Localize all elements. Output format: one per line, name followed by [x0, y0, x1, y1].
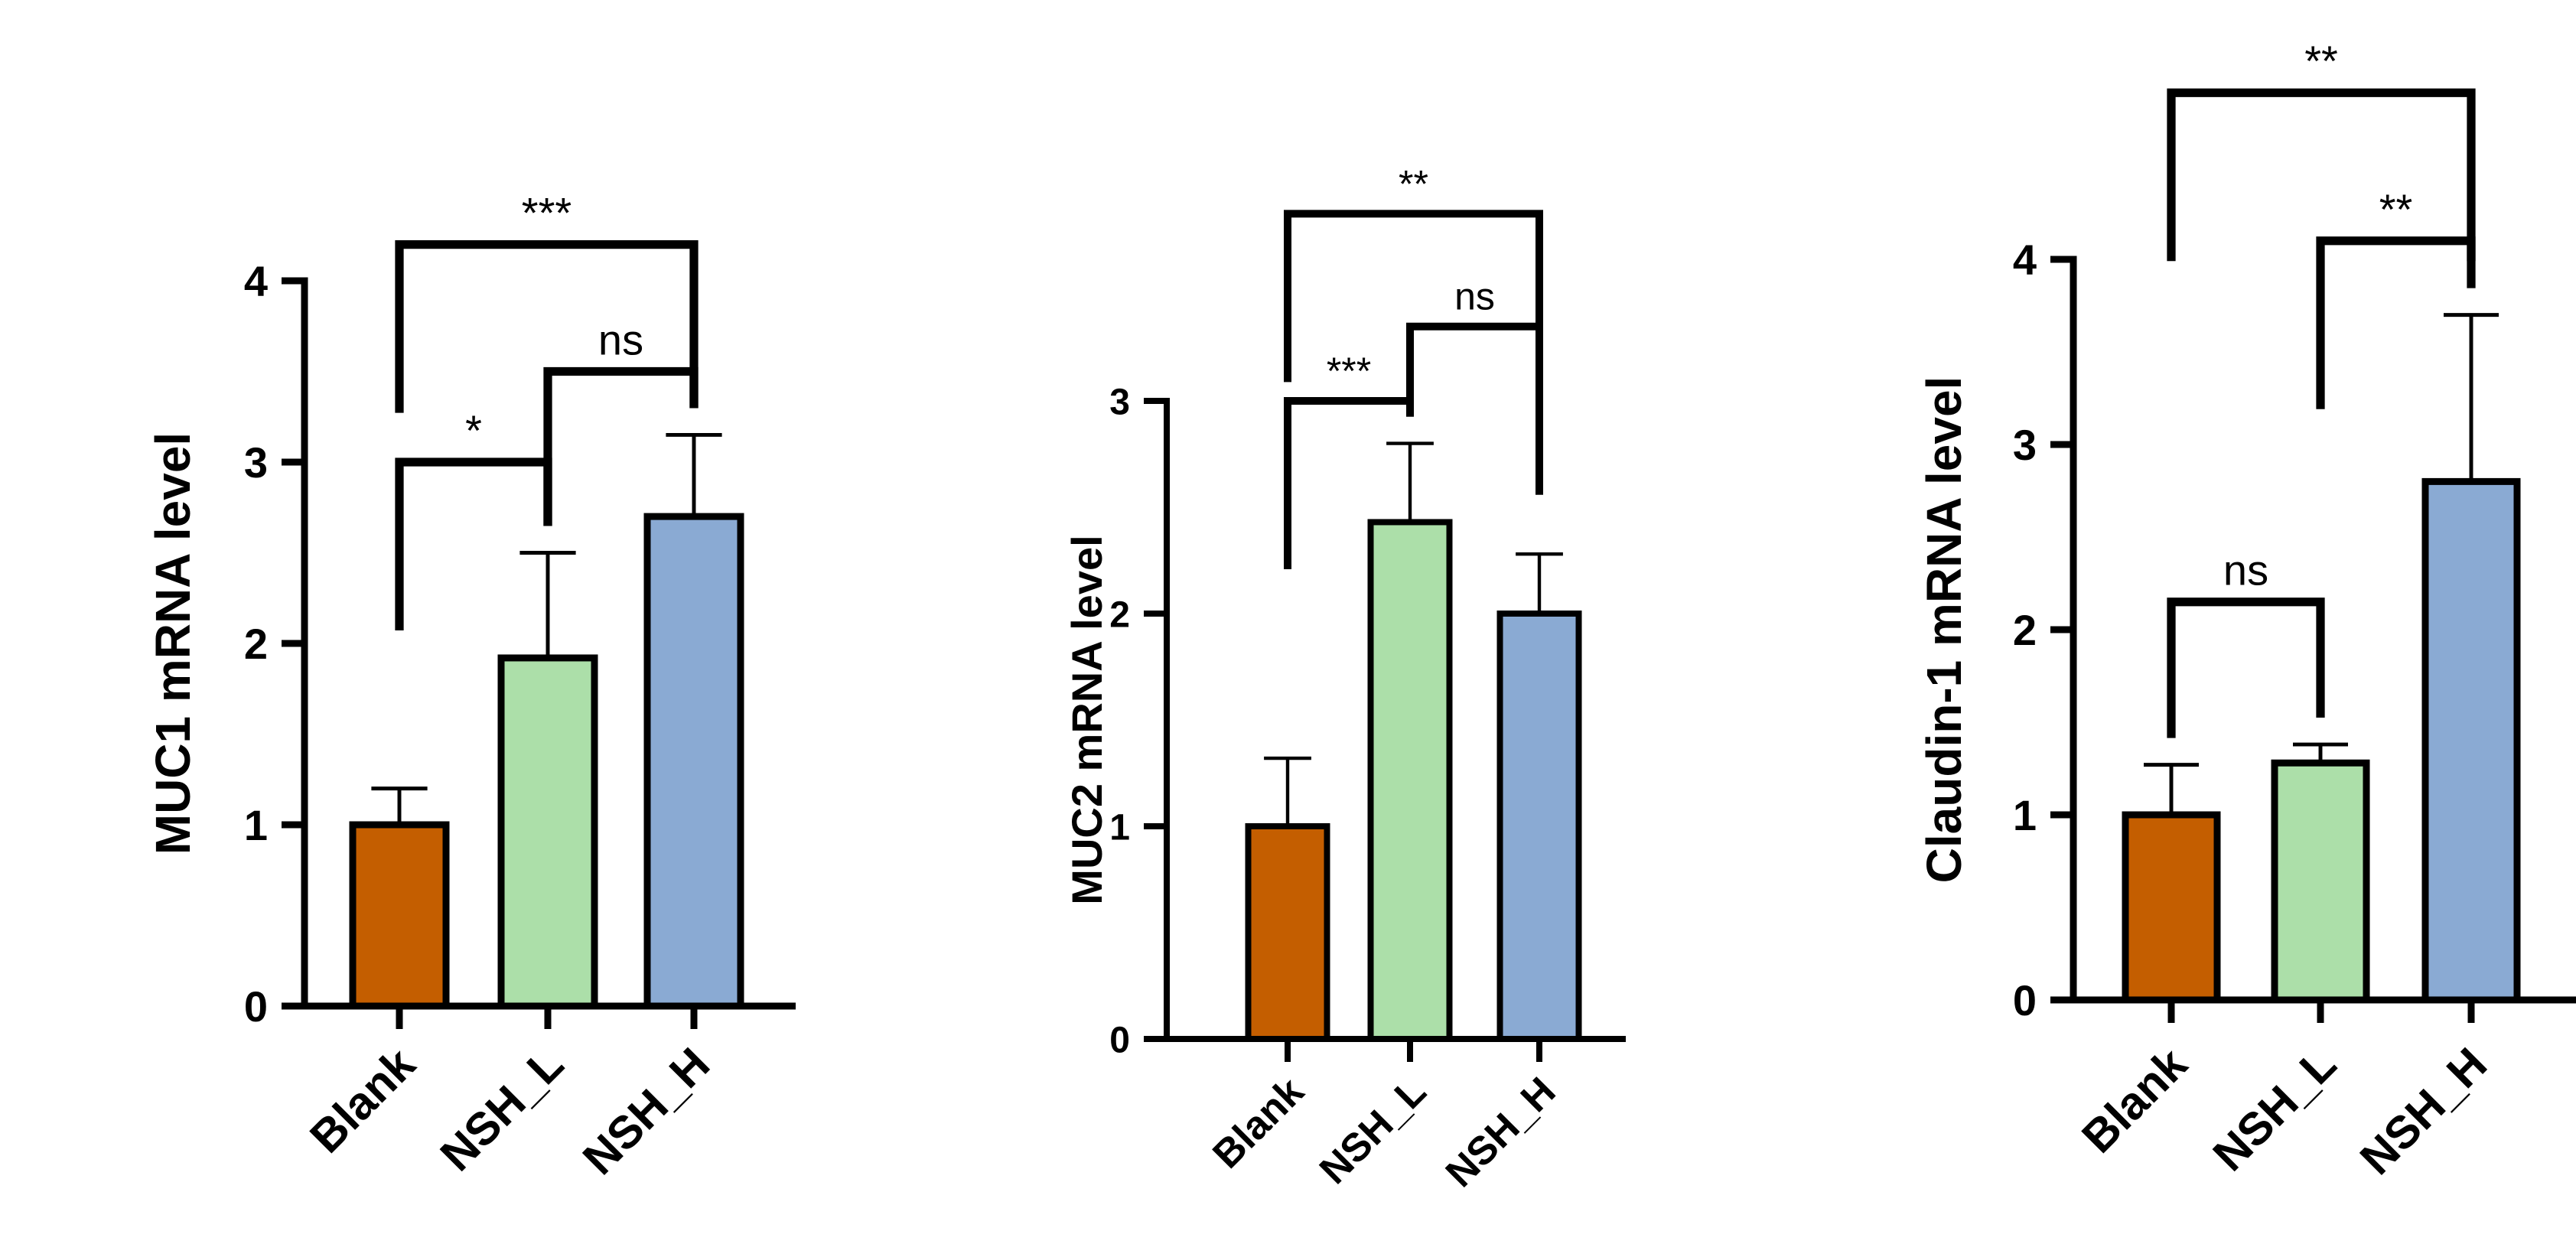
x-tick-label: NSH_H: [2350, 1038, 2496, 1184]
bar-Blank: [2122, 811, 2221, 1004]
y-tick-label: 0: [244, 982, 268, 1031]
bar-NSH_H: [2421, 477, 2521, 1004]
significance-label: ns: [598, 316, 643, 364]
y-tick-label: 1: [1109, 807, 1130, 848]
significance-bracket: [2167, 88, 2476, 262]
significance-bracket: [2316, 236, 2476, 409]
y-tick-label: 4: [244, 257, 268, 305]
y-tick-label: 4: [2013, 236, 2037, 284]
x-tick-label: Blank: [1204, 1069, 1312, 1177]
significance-bracket: [395, 239, 699, 413]
y-axis-label: Claudin-1 mRNA level: [1917, 376, 1972, 884]
y-tick-label: 3: [1109, 382, 1130, 422]
chart-panel-1: 0 1 2 3 4 MUC1 mRNA level Blank NSH_L NSH_H * ns **…: [145, 189, 796, 1184]
x-tick-label: NSH_L: [431, 1038, 573, 1180]
x-tick-label: NSH_H: [1438, 1069, 1565, 1196]
bar-Blank: [1245, 823, 1330, 1042]
significance-label: ***: [522, 189, 572, 237]
chart-panel-3: 0 1 2 3 4 Claudin-1 mRNA level Blank NSH_L NSH_H…: [1917, 37, 2576, 1184]
y-tick-label: 3: [244, 438, 268, 487]
y-axis-label: MUC2 mRNA level: [1063, 535, 1111, 904]
significance-label: **: [2379, 185, 2413, 233]
bar-NSH_L: [497, 654, 598, 1010]
significance-bracket: [2167, 598, 2325, 738]
significance-label: **: [1399, 162, 1428, 205]
significance-label: ns: [1454, 275, 1495, 318]
y-tick-label: 0: [1109, 1020, 1130, 1060]
significance-label: ***: [1327, 350, 1371, 392]
bar-NSH_H: [1496, 611, 1582, 1042]
bar-Blank: [349, 821, 450, 1010]
x-tick-label: NSH_L: [2203, 1038, 2346, 1180]
x-tick-label: Blank: [300, 1037, 425, 1162]
x-tick-label: Blank: [2072, 1037, 2197, 1162]
significance-bracket: [395, 458, 552, 630]
significance-bracket: [1406, 322, 1543, 495]
y-tick-label: 0: [2013, 976, 2037, 1024]
y-axis-label: MUC1 mRNA level: [145, 432, 200, 855]
significance-label: ns: [2223, 546, 2268, 594]
x-tick-label: NSH_L: [1311, 1069, 1435, 1193]
bar-NSH_L: [1367, 519, 1453, 1042]
x-tick-label: NSH_H: [573, 1038, 719, 1184]
y-tick-label: 2: [244, 620, 268, 668]
y-tick-label: 1: [244, 801, 268, 849]
significance-bracket: [543, 366, 699, 526]
y-tick-label: 3: [2013, 421, 2037, 469]
bar-NSH_H: [643, 513, 744, 1010]
y-tick-label: 2: [2013, 606, 2037, 654]
significance-bracket: [1284, 210, 1543, 383]
y-tick-label: 2: [1109, 594, 1130, 635]
bar-NSH_L: [2271, 759, 2370, 1004]
y-tick-label: 1: [2013, 791, 2037, 839]
significance-label: **: [2304, 37, 2338, 85]
significance-label: *: [465, 406, 482, 454]
